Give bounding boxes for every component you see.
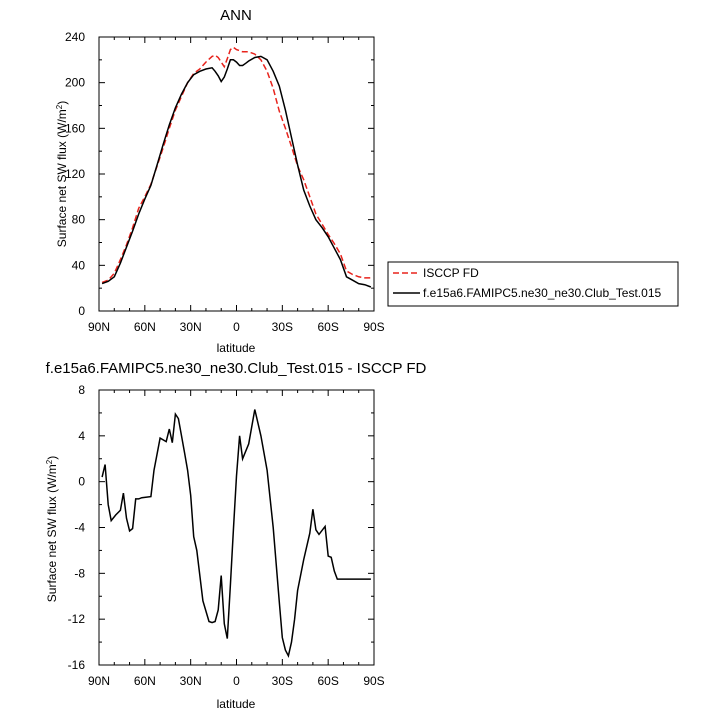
y-tick-label: -4 [74, 521, 85, 535]
y-tick-label: 240 [65, 30, 85, 44]
axes-frame [98, 36, 375, 312]
y-axis-label: Surface net SW flux (W/m2) [55, 101, 70, 247]
x-tick-label: 0 [233, 320, 240, 334]
y-tick-label: 4 [78, 429, 85, 443]
y-tick-label: 120 [65, 167, 85, 181]
plot-area: 90N 60N 30N 0 30S 60S 90S 0 40 80 120 160 200 240 [65, 30, 385, 334]
y-tick-label: 200 [65, 76, 85, 90]
y-tick-label: 0 [78, 304, 85, 318]
legend-label-isccp: ISCCP FD [423, 266, 479, 280]
y-tick-label: -12 [68, 612, 86, 626]
x-tick-label: 60S [317, 674, 338, 688]
x-tick-label: 60S [317, 320, 338, 334]
x-tick-label: 0 [233, 674, 240, 688]
axes-frame [98, 389, 375, 666]
x-tick-label: 60N [134, 320, 156, 334]
series-line-isccp [101, 46, 371, 284]
panel-difference: f.e15a6.FAMIPC5.ne30_ne30.Club_Test.015 … [45, 360, 427, 711]
x-tick-label: 30N [180, 320, 202, 334]
legend-box [387, 261, 679, 307]
y-tick-label: 80 [72, 213, 86, 227]
y-axis-label: Surface net SW flux (W/m2) [45, 456, 60, 602]
x-tick-label: 30S [272, 320, 293, 334]
legend-label-model: f.e15a6.FAMIPC5.ne30_ne30.Club_Test.015 [423, 286, 661, 300]
y-tick-label: 160 [65, 121, 85, 135]
y-tick-label: 40 [72, 258, 86, 272]
x-tick-label: 90N [88, 320, 110, 334]
x-tick-label: 30N [180, 674, 202, 688]
x-tick-label: 90S [363, 320, 384, 334]
svg-text:Surface net SW flux (W/m2): Surface net SW flux (W/m2) [55, 101, 70, 247]
x-tick-label: 30S [272, 674, 293, 688]
x-axis-label: latitude [217, 697, 256, 711]
svg-text:Surface net SW flux (W/m2): Surface net SW flux (W/m2) [45, 456, 60, 602]
plot-area: 90N 60N 30N 0 30S 60S 90S -16 -12 -8 -4 0 4 8 [68, 383, 385, 688]
y-tick-label: -8 [74, 566, 85, 580]
x-tick-label: 60N [134, 674, 156, 688]
chart-title: f.e15a6.FAMIPC5.ne30_ne30.Club_Test.015 … [46, 360, 427, 377]
y-tick-label: 8 [78, 383, 85, 397]
y-tick-label: 0 [78, 475, 85, 489]
panel-annual: ANN Surface net SW flux (W/m2) latitude … [55, 7, 679, 355]
x-axis-label: latitude [217, 341, 256, 355]
x-tick-label: 90N [88, 674, 110, 688]
legend: ISCCP FD f.e15a6.FAMIPC5.ne30_ne30.Club_… [387, 261, 679, 307]
y-tick-label: -16 [68, 658, 86, 672]
series-line-difference [101, 409, 371, 658]
x-tick-label: 90S [363, 674, 384, 688]
chart-title: ANN [220, 7, 252, 24]
series-line-model [101, 55, 372, 288]
